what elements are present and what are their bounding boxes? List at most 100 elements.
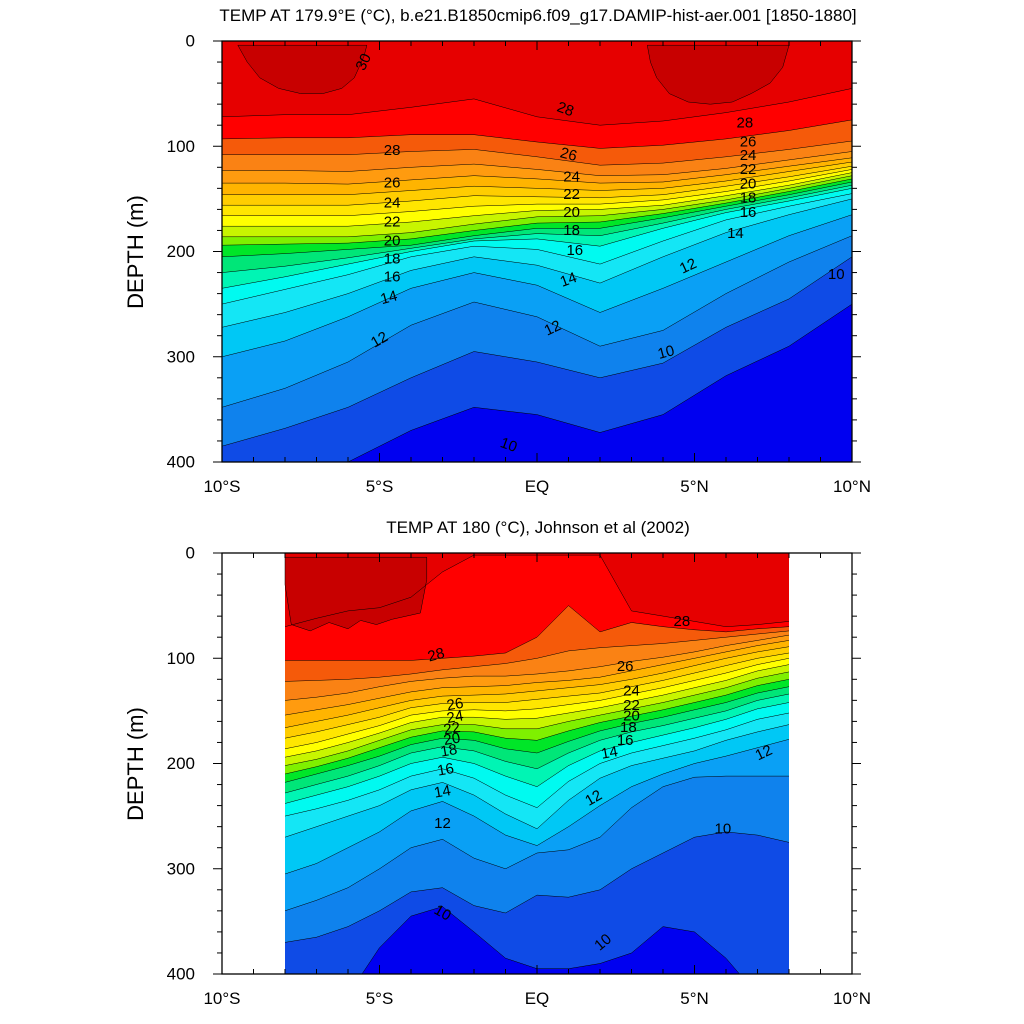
x-tick-label: 10°N bbox=[833, 989, 871, 1008]
isotherm-line bbox=[284, 640, 790, 716]
y-axis-title: DEPTH (m) bbox=[123, 195, 148, 309]
y-tick-label: 400 bbox=[167, 453, 195, 472]
isotherm-line bbox=[284, 671, 790, 766]
isotherm-line bbox=[284, 634, 790, 701]
isotherm-line bbox=[284, 679, 790, 775]
isotherm-line bbox=[347, 303, 852, 462]
contour-label: 10 bbox=[828, 266, 845, 283]
isotherm-line bbox=[284, 630, 790, 682]
contour-label: 14 bbox=[558, 269, 579, 291]
contour-label: 24 bbox=[623, 682, 640, 699]
contour-label: 16 bbox=[436, 760, 455, 780]
isotherm-line bbox=[284, 658, 790, 750]
contour-label: 10 bbox=[498, 434, 519, 456]
contour-label: 22 bbox=[384, 214, 401, 231]
contour-label: 28 bbox=[426, 645, 447, 666]
contour-label: 22 bbox=[740, 161, 757, 178]
isotherm-line bbox=[284, 686, 790, 783]
contour-label: 22 bbox=[563, 186, 580, 203]
isotherm-line bbox=[284, 724, 790, 838]
contour-label: 26 bbox=[617, 658, 634, 675]
contour-label: 10 bbox=[656, 342, 677, 363]
contour-label: 28 bbox=[674, 613, 691, 630]
isotherm-line bbox=[222, 188, 852, 289]
contour-label: 20 bbox=[623, 708, 640, 725]
isotherm-line bbox=[284, 775, 789, 912]
contour-labels: 3028282826262624242422222220202018181816… bbox=[353, 51, 845, 456]
isotherm-line bbox=[284, 646, 790, 728]
contour-label: 26 bbox=[445, 695, 464, 715]
x-tick-label: 10°S bbox=[203, 477, 240, 496]
contour-label: 28 bbox=[737, 115, 754, 132]
isotherm-line bbox=[222, 165, 852, 206]
contour-label: 14 bbox=[600, 743, 619, 763]
contour-label: 18 bbox=[384, 250, 401, 267]
isotherm-line bbox=[284, 831, 790, 943]
isotherm-line bbox=[222, 193, 852, 305]
x-tick-label: 10°S bbox=[203, 989, 240, 1008]
warm-pool bbox=[284, 556, 428, 632]
contour-label: 10 bbox=[431, 901, 454, 924]
contour-label: 24 bbox=[445, 707, 464, 727]
x-tick-label: 10°N bbox=[833, 477, 871, 496]
isotherm-line bbox=[284, 702, 790, 804]
isotherm-line bbox=[222, 178, 852, 246]
y-tick-label: 200 bbox=[167, 242, 195, 261]
isotherm-line bbox=[222, 157, 852, 185]
contour-label: 22 bbox=[623, 697, 640, 714]
model-panel: TEMP AT 179.9°E (°C), b.e21.B1850cmip6.f… bbox=[123, 6, 871, 497]
y-tick-label: 300 bbox=[167, 347, 195, 366]
x-tick-label: EQ bbox=[525, 989, 550, 1008]
contour-label: 28 bbox=[384, 142, 401, 159]
contour-label: 16 bbox=[617, 732, 634, 749]
contour-label: 18 bbox=[620, 719, 637, 736]
isotherm-line bbox=[284, 739, 790, 875]
isotherm-line bbox=[222, 175, 852, 238]
y-tick-label: 0 bbox=[186, 32, 195, 51]
contour-label: 14 bbox=[727, 225, 744, 242]
y-axis-title: DEPTH (m) bbox=[123, 707, 148, 821]
axis-ticks: 10°S 5°S EQ 5°N 10°N 0 100 200 300 400 bbox=[167, 544, 871, 1009]
isotherm-line bbox=[284, 712, 790, 817]
y-tick-label: 0 bbox=[186, 544, 195, 563]
isotherm-line bbox=[222, 181, 852, 258]
contour-label: 16 bbox=[566, 242, 583, 259]
x-tick-label: 5°S bbox=[366, 477, 394, 496]
warm-pool bbox=[646, 44, 790, 105]
isotherm-line bbox=[222, 214, 852, 358]
contour-label: 16 bbox=[384, 268, 401, 285]
isotherm-line bbox=[285, 605, 790, 661]
contour-label: 26 bbox=[384, 175, 401, 192]
x-tick-label: 5°N bbox=[680, 477, 709, 496]
isotherm-line bbox=[222, 172, 852, 227]
contour-label: 14 bbox=[433, 782, 452, 802]
axis-ticks: 10°S 5°S EQ 5°N 10°N 0 100 200 300 400 bbox=[167, 32, 871, 497]
isotherm-line bbox=[222, 184, 852, 273]
contour-label: 12 bbox=[582, 787, 605, 810]
contour-label: 12 bbox=[542, 317, 564, 339]
contour-label: 28 bbox=[555, 99, 576, 121]
panel-title: TEMP AT 180 (°C), Johnson et al (2002) bbox=[386, 518, 690, 537]
contour-label: 18 bbox=[563, 222, 580, 239]
contour-label: 30 bbox=[353, 51, 375, 73]
y-tick-label: 300 bbox=[167, 859, 195, 878]
contour-label: 18 bbox=[439, 741, 458, 761]
contour-label: 20 bbox=[740, 176, 757, 193]
contour-label: 26 bbox=[740, 134, 757, 151]
isotherm-line bbox=[222, 140, 852, 166]
contour-label: 20 bbox=[563, 204, 580, 221]
filled-contours bbox=[284, 553, 789, 974]
contour-label: 12 bbox=[434, 815, 451, 832]
contour-label: 20 bbox=[384, 232, 401, 249]
isotherm-line bbox=[222, 151, 852, 176]
isotherm-line bbox=[222, 88, 852, 126]
filled-contours bbox=[222, 41, 852, 462]
x-tick-label: 5°N bbox=[680, 989, 709, 1008]
y-tick-label: 100 bbox=[167, 649, 195, 668]
isotherm-line bbox=[284, 664, 790, 758]
warm-pool bbox=[237, 44, 368, 94]
contour-lines bbox=[222, 88, 852, 462]
isotherm-line bbox=[222, 169, 852, 216]
contour-label: 22 bbox=[442, 719, 461, 739]
